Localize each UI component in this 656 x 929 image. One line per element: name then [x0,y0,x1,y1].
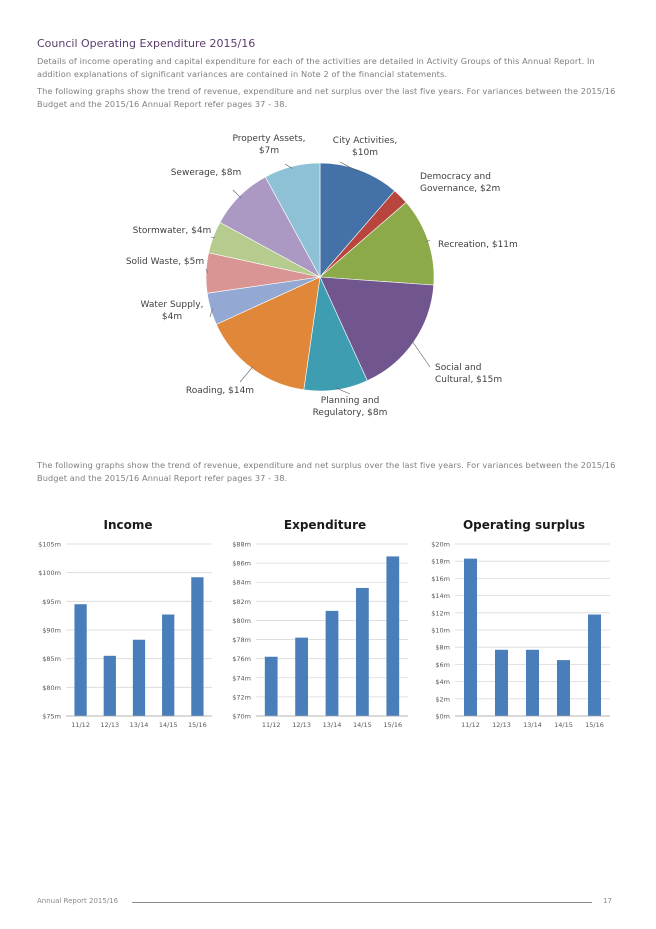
y-tick-label: $80m [232,617,251,625]
x-tick-label: 12/13 [100,721,119,729]
y-tick-label: $80m [42,684,61,692]
x-tick-label: 15/16 [585,721,604,729]
pie-slice-label: Recreation, $11m [438,240,518,250]
trend-paragraph: The following graphs show the trend of r… [37,86,616,109]
x-tick-label: 13/14 [323,721,342,729]
bar [556,660,571,716]
footer-title: Annual Report 2015/16 [37,897,119,905]
bar [132,639,146,716]
y-tick-label: $10m [431,627,450,635]
income-bar-chart: Income $75m $80m $85m $90m $95m $100m $105m 11/1… [38,518,212,729]
pie-leader-line [239,366,254,383]
x-tick-label: 11/12 [461,721,480,729]
bar [525,649,540,716]
pie-leader-line [232,189,242,199]
pie-leader-line [398,197,403,203]
footer-rule [132,902,592,903]
y-tick-label: $0m [435,713,450,721]
pie-slice [319,276,435,382]
chart-title: Expenditure [284,518,366,532]
y-tick-label: $88m [232,541,251,549]
x-tick-label: 14/15 [159,721,178,729]
pie-leader-line [284,163,293,169]
pie-slice [264,162,321,278]
bar [191,577,204,716]
y-tick-label: $72m [232,693,251,701]
x-tick-label: 13/14 [523,721,542,729]
pie-slice-label: Sewerage, $8m [171,168,242,178]
y-tick-label: $4m [435,678,450,686]
x-tick-label: 12/13 [292,721,311,729]
expenditure-bar-chart: Expenditure $70m $72m $74m $76m $78m $80m $82m $… [232,518,408,729]
y-tick-label: $84m [232,579,251,587]
y-tick-label: $14m [431,592,450,600]
y-tick-label: $18m [431,558,450,566]
y-tick-label: $12m [431,609,450,617]
pie-slice-label: Social and Cultural, $15m [435,363,502,385]
x-tick-label: 11/12 [262,721,281,729]
bar [463,558,478,716]
bar [264,656,278,716]
bar [494,649,509,716]
y-tick-label: $95m [42,598,61,606]
bar [295,637,308,716]
x-tick-label: 14/15 [353,721,372,729]
bar [356,587,369,716]
x-tick-label: 14/15 [554,721,573,729]
bar [74,604,87,716]
pie-leader-line [339,161,360,173]
bar [386,556,400,716]
pie-slice-label: Solid Waste, $5m [126,257,204,267]
pie-leader-line [205,268,209,274]
trend-paragraph-repeat: The following graphs show the trend of r… [37,460,616,483]
chart-title: Operating surplus [463,518,585,532]
bar [103,655,116,716]
pie-slice-label: City Activities, $10m [333,136,397,158]
y-tick-label: $75m [42,713,61,721]
pie-leader-line [210,236,216,239]
pie-leader-line [335,387,351,395]
pie-leader-line [411,340,431,368]
chart-title: Income [103,518,152,532]
y-tick-label: $8m [435,644,450,652]
y-tick-label: $78m [232,636,251,644]
y-tick-label: $90m [42,627,61,635]
bar [325,610,339,716]
y-tick-label: $16m [431,575,450,583]
bar [162,614,175,716]
y-tick-label: $100m [38,569,61,577]
x-tick-label: 15/16 [188,721,207,729]
y-tick-label: $86m [232,560,251,568]
intro-paragraph: Details of income operating and capital … [37,56,595,79]
operating-surplus-bar-chart: Operating surplus $0m $2m $4m $6m $8m $10m $12m… [431,518,610,729]
y-tick-label: $6m [435,661,450,669]
expenditure-pie-chart: City Activities, $10m Democracy and Governa… [126,134,518,418]
x-tick-label: 13/14 [130,721,149,729]
y-tick-label: $20m [431,541,450,549]
pie-slice-label: Planning and Regulatory, $8m [313,396,388,418]
y-tick-label: $105m [38,541,61,549]
pie-slice-label: Water Supply, $4m [141,300,204,322]
x-tick-label: 12/13 [492,721,511,729]
pie-leader-line [426,239,431,242]
page-number: 17 [603,897,612,905]
pie-leader-line [209,308,213,318]
y-tick-label: $82m [232,598,251,606]
bar [587,614,602,716]
y-tick-label: $74m [232,674,251,682]
pie-slice-label: Property Assets, $7m [232,134,305,156]
y-tick-label: $2m [435,695,450,703]
pie-slice-label: Roading, $14m [186,386,254,396]
pie-slice-label: Democracy and Governance, $2m [420,172,500,194]
x-tick-label: 15/16 [383,721,402,729]
pie-slice [319,162,396,278]
pie-slice-label: Stormwater, $4m [133,226,212,236]
x-tick-label: 11/12 [71,721,90,729]
y-tick-label: $70m [232,713,251,721]
page-heading: Council Operating Expenditure 2015/16 [37,37,256,50]
y-tick-label: $85m [42,655,61,663]
y-tick-label: $76m [232,655,251,663]
